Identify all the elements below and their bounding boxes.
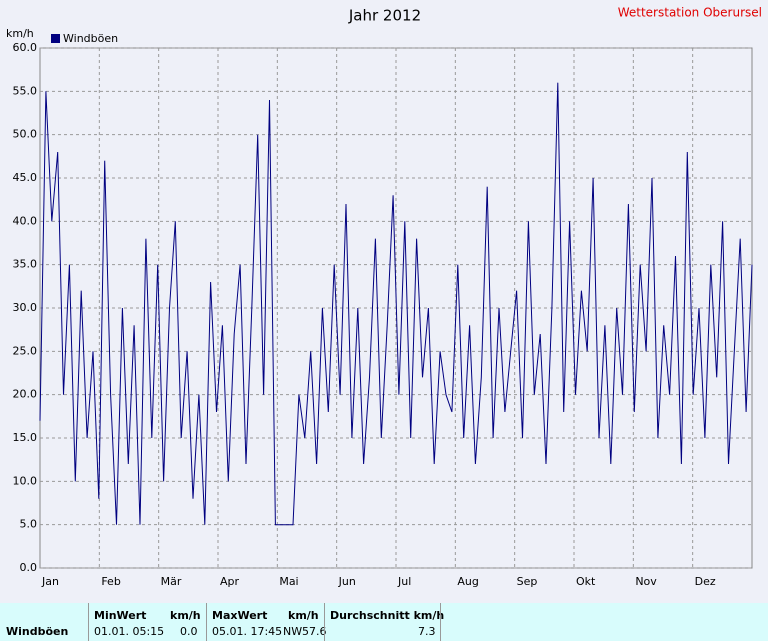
x-tick-label: Jan (41, 575, 59, 588)
cell: 05.01. 17:45 (212, 625, 283, 638)
y-tick-label: 55.0 (13, 84, 38, 97)
legend-label: Windböen (63, 32, 118, 45)
sep (440, 603, 441, 641)
y-tick-label: 20.0 (13, 388, 38, 401)
y-tick-label: 25.0 (13, 344, 38, 357)
x-tick-label: Mär (161, 575, 182, 588)
x-tick-label: Jul (397, 575, 411, 588)
y-tick-label: 40.0 (13, 214, 38, 227)
series-line (39, 82, 753, 526)
station: Wetterstation Oberursel (618, 6, 762, 20)
y-tick-label: 50.0 (13, 128, 38, 141)
sep (88, 603, 89, 641)
y-tick-label: 60.0 (13, 41, 38, 54)
chart-title: Jahr 2012 (348, 7, 421, 25)
y-tick-label: 45.0 (13, 171, 38, 184)
x-tick-label: Sep (517, 575, 538, 588)
x-tick-label: Mai (279, 575, 298, 588)
header: km/h (288, 609, 319, 622)
stats-table: Windböen MinWert km/h 01.01. 05:15 0.0 M… (0, 603, 768, 641)
legend-swatch (51, 34, 60, 43)
x-tick-label: Nov (635, 575, 657, 588)
x-tick-label: Feb (101, 575, 120, 588)
x-tick-label: Aug (457, 575, 478, 588)
chart: Jahr 2012 Wetterstation Oberursel km/h 0… (6, 6, 762, 589)
cell: 7.3 (418, 625, 436, 638)
cell: 57.6 (302, 625, 327, 638)
cell: 01.01. 05:15 (94, 625, 165, 638)
x-tick-label: Dez (695, 575, 716, 588)
header: Durchschnitt km/h (330, 609, 445, 622)
cell: 0.0 (180, 625, 198, 638)
y-tick-label: 10.0 (13, 474, 38, 487)
sep (206, 603, 207, 641)
x-tick-label: Okt (576, 575, 596, 588)
row-label: Windböen (6, 625, 69, 638)
y-tick-label: 15.0 (13, 431, 38, 444)
y-tick-label: 5.0 (20, 518, 38, 531)
x-tick-label: Jun (338, 575, 356, 588)
header: km/h (170, 609, 201, 622)
y-tick-label: 30.0 (13, 301, 38, 314)
y-tick-label: 0.0 (20, 561, 38, 574)
y-tick-label: 35.0 (13, 258, 38, 271)
x-tick-label: Apr (220, 575, 240, 588)
header: MaxWert (212, 609, 268, 622)
sep (324, 603, 325, 641)
y-label: km/h (6, 27, 34, 40)
header: MinWert (94, 609, 147, 622)
cell: NW (283, 625, 303, 638)
